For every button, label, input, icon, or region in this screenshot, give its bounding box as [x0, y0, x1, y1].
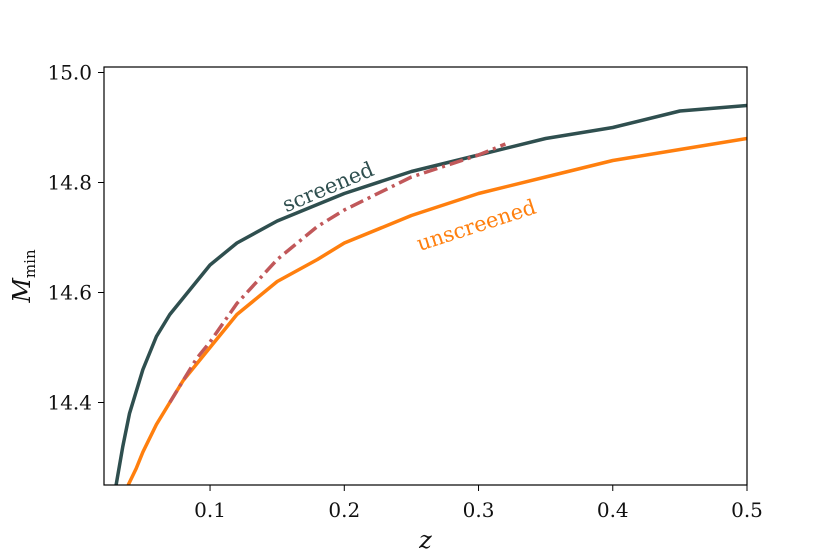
y-tick-label: 15.0: [47, 61, 92, 85]
y-tick-label: 14.8: [47, 171, 92, 195]
x-tick-label: 0.5: [731, 498, 763, 522]
x-axis-label: z: [418, 526, 432, 554]
y-axis-label: Mmin: [8, 249, 39, 304]
dashdot-series-line: [168, 142, 507, 404]
x-tick-label: 0.3: [463, 498, 495, 522]
x-tick-label: 0.4: [597, 498, 629, 522]
screened-series-line: [114, 103, 747, 485]
annotation-unscreened: unscreened: [414, 195, 539, 256]
y-tick-label: 14.6: [47, 281, 92, 305]
x-tick-label: 0.2: [328, 498, 360, 522]
x-tick-label: 0.1: [194, 498, 226, 522]
plot-lines: [114, 103, 747, 485]
plot-frame: [103, 66, 748, 486]
y-tick-label: 14.4: [47, 391, 92, 415]
y-axis: 14.4 14.6 14.8 15.0: [47, 61, 104, 415]
y-axis-label-subscript: min: [21, 249, 39, 278]
y-axis-label-main: M: [8, 277, 36, 304]
unscreened-series-line: [126, 136, 747, 485]
x-axis: 0.1 0.2 0.3 0.4 0.5: [194, 485, 763, 522]
